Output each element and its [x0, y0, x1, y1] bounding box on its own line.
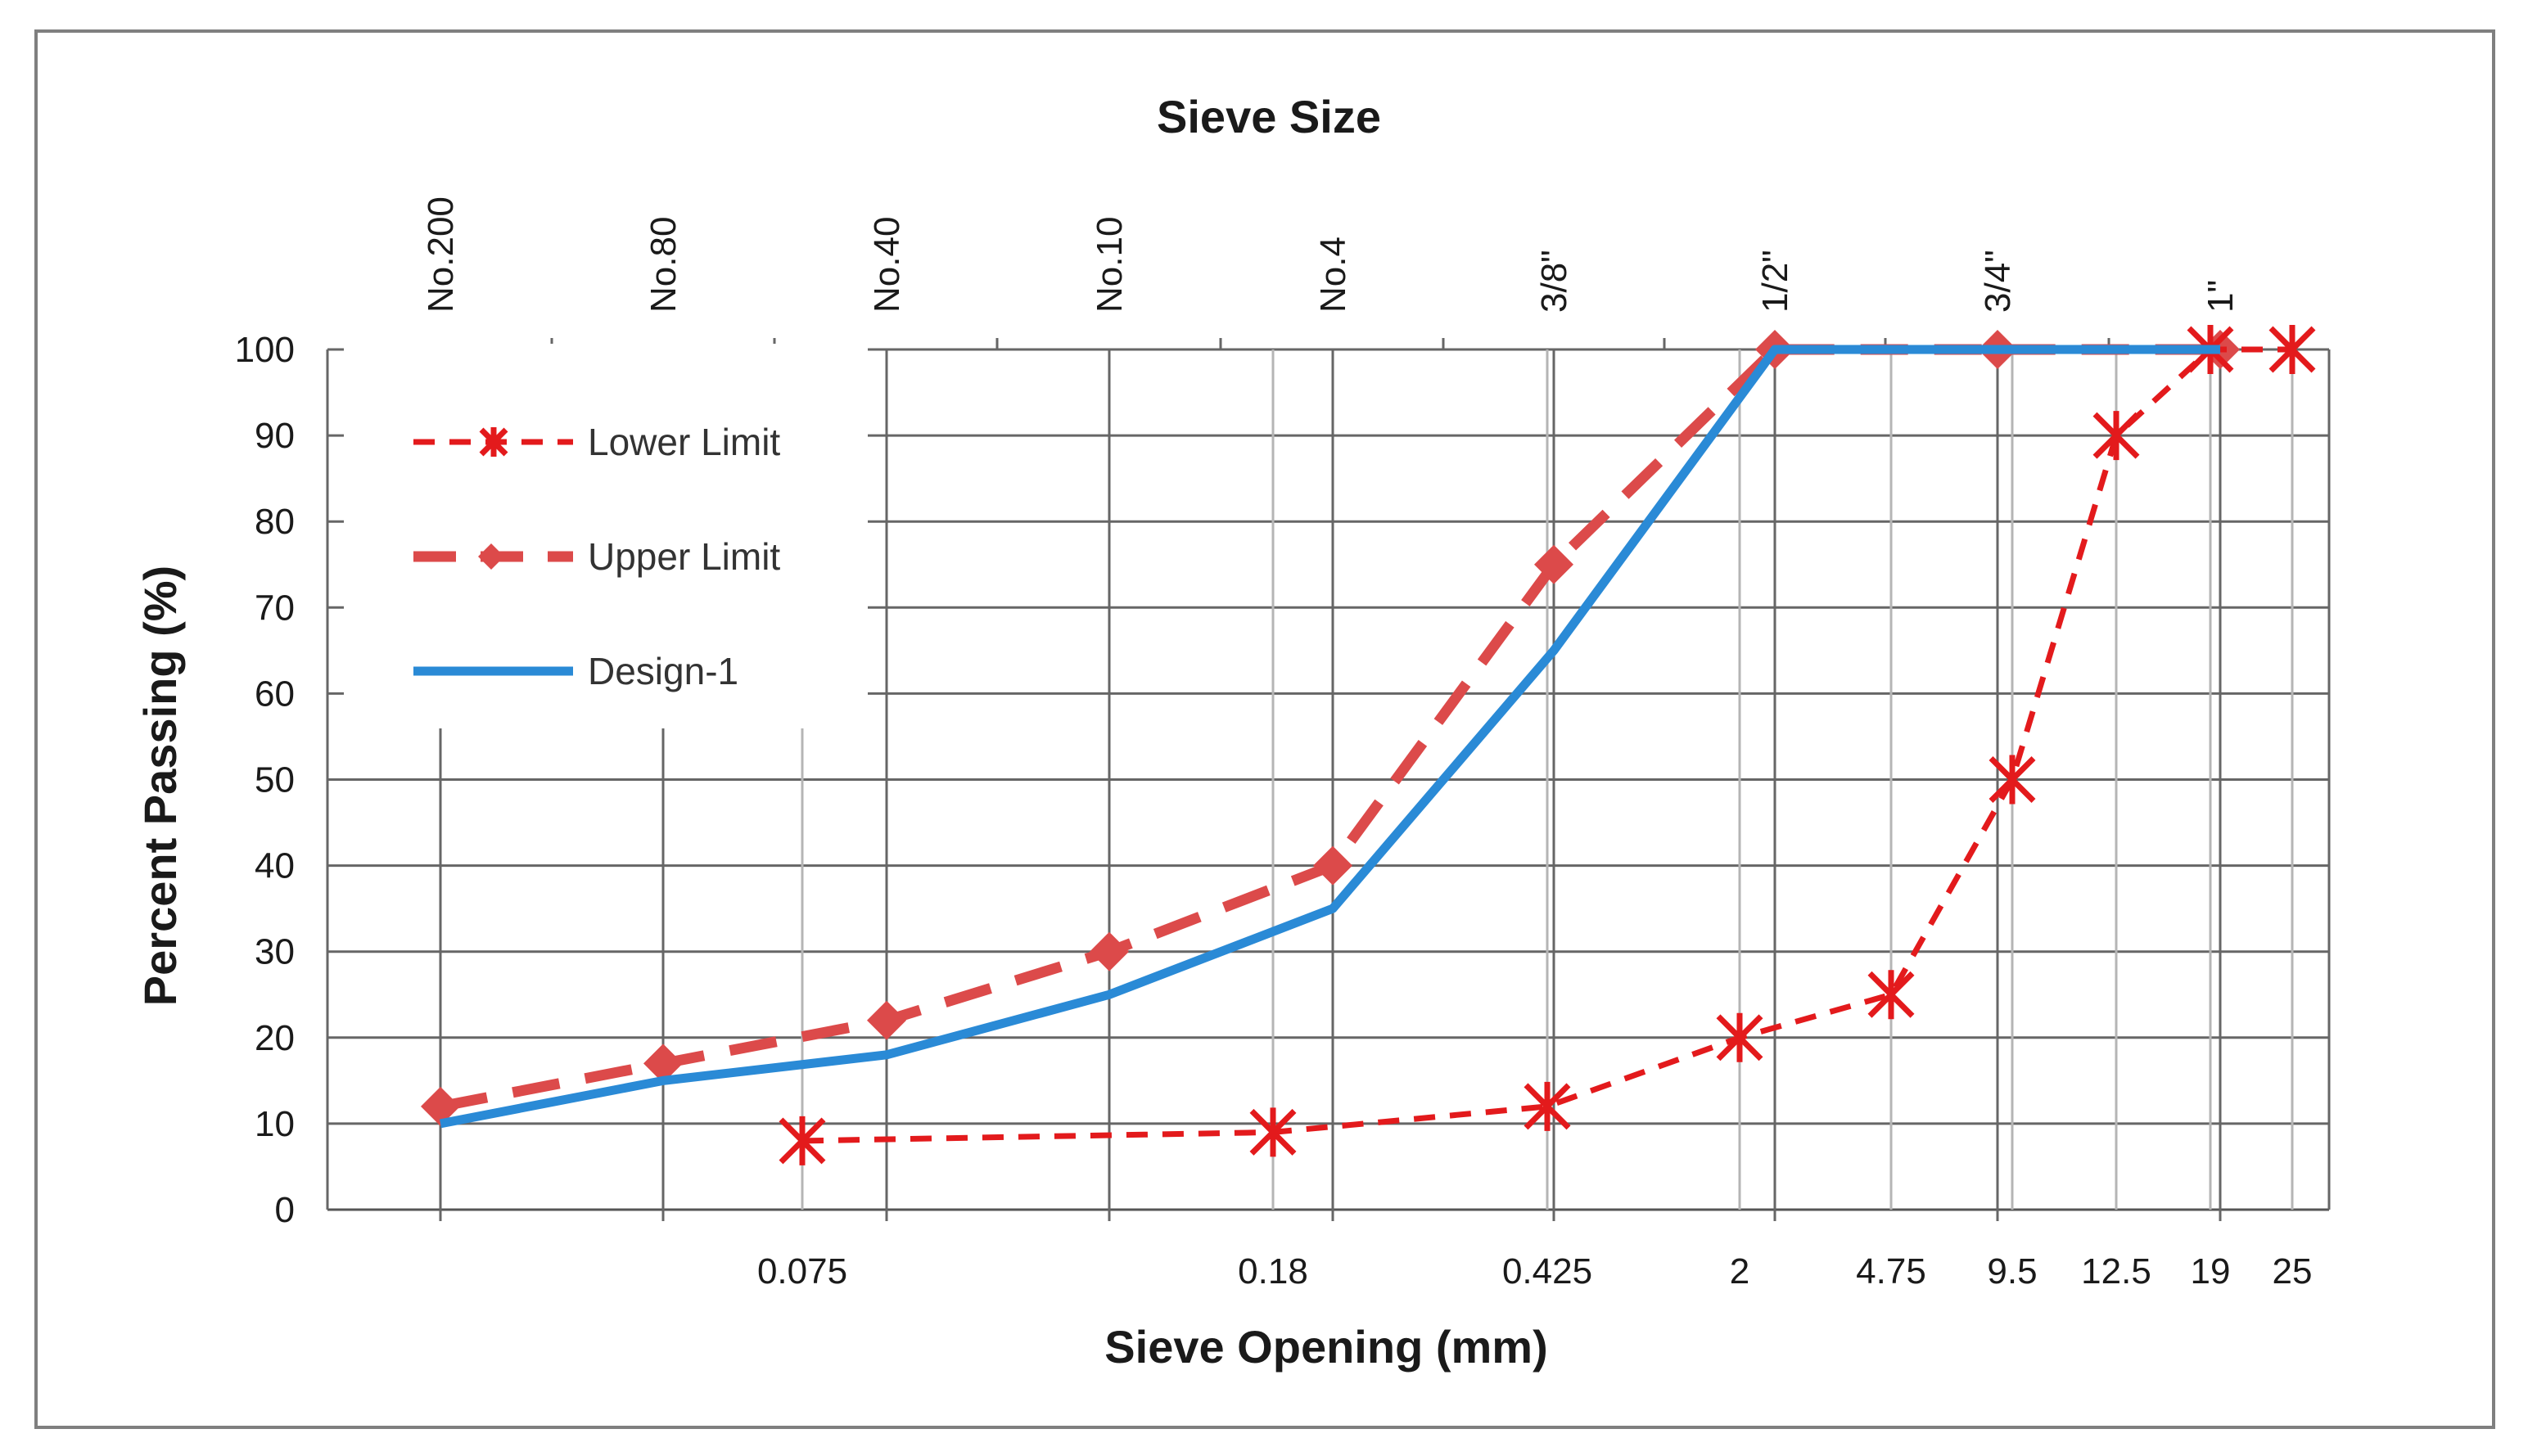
data-point: [779, 1116, 826, 1165]
top-tick-label: 1": [2201, 280, 2241, 313]
axes: 0 10 20 30 40 50 60 70 80 90 100 No.200 No.80 No.40 No…: [235, 196, 2313, 1291]
y-axis-title: Percent Passing (%): [134, 566, 186, 1006]
series-layer: [421, 325, 2316, 1165]
legend-label: Lower Limit: [588, 421, 780, 463]
data-point: [1090, 931, 1129, 971]
x-tick-label: 25: [2273, 1251, 2313, 1291]
x-tick-label: 0.075: [757, 1251, 847, 1291]
marker-shape: [1090, 931, 1129, 971]
marker-shape: [1313, 845, 1352, 886]
x-tick-label: 4.75: [1856, 1251, 1926, 1291]
legend-box: [344, 344, 868, 728]
data-point: [1534, 544, 1573, 584]
top-tick-label: No.40: [867, 217, 907, 313]
legend-item: Design-1: [413, 650, 738, 692]
data-point: [1867, 970, 1915, 1020]
legend-label: Design-1: [588, 650, 738, 692]
y-tick-label: 90: [255, 416, 295, 456]
top-tick-label: No.10: [1090, 217, 1130, 313]
y-tick-label: 10: [255, 1104, 295, 1144]
data-point: [1313, 845, 1352, 886]
y-tick-label: 100: [235, 330, 295, 370]
data-point: [2092, 411, 2140, 461]
x-axis-title: Sieve Opening (mm): [1104, 1321, 1547, 1373]
data-point: [1524, 1081, 1571, 1131]
data-point: [643, 1044, 683, 1084]
top-tick-label: No.4: [1313, 237, 1353, 313]
x-tick-label: 0.425: [1502, 1251, 1592, 1291]
marker-shape: [1534, 544, 1573, 584]
top-tick-label: 1/2": [1755, 250, 1795, 313]
data-point: [1716, 1012, 1763, 1062]
legend: Lower Limit Upper Limit Design-1: [413, 421, 780, 692]
data-point: [421, 1086, 460, 1126]
top-tick-label: No.80: [643, 217, 684, 313]
top-axis-title: Sieve Size: [1157, 91, 1381, 142]
data-point: [1989, 755, 2036, 805]
chart-frame: [34, 29, 2495, 1429]
legend-marker: [478, 543, 504, 570]
data-point: [867, 1000, 906, 1040]
x-tick-label: 12.5: [2081, 1251, 2151, 1291]
marker-shape: [421, 1086, 460, 1126]
series-design-1: [439, 345, 2220, 1129]
series-line: [439, 345, 2220, 1129]
y-tick-label: 70: [255, 588, 295, 628]
data-point: [2268, 325, 2316, 374]
y-tick-label: 80: [255, 502, 295, 542]
series-upper-limit: [421, 330, 2240, 1126]
y-tick-label: 60: [255, 674, 295, 714]
top-tick-label: 3/4": [1978, 250, 2018, 313]
x-tick-label: 0.18: [1238, 1251, 1308, 1291]
marker-shape: [643, 1044, 683, 1084]
top-tick-label: No.200: [421, 196, 461, 313]
legend-item: Upper Limit: [413, 535, 780, 578]
y-tick-label: 40: [255, 846, 295, 886]
x-tick-label: 19: [2191, 1251, 2231, 1291]
x-tick-label: 9.5: [1987, 1251, 2037, 1291]
legend-label: Upper Limit: [588, 535, 780, 578]
top-tick-label: 3/8": [1534, 250, 1574, 313]
x-tick-label: 2: [1730, 1251, 1749, 1291]
y-tick-label: 30: [255, 932, 295, 972]
y-tick-label: 0: [275, 1190, 295, 1230]
data-point: [1249, 1107, 1297, 1157]
legend-item: Lower Limit: [413, 421, 780, 463]
y-tick-label: 20: [255, 1018, 295, 1058]
marker-shape: [478, 543, 504, 570]
y-tick-label: 50: [255, 760, 295, 800]
marker-shape: [867, 1000, 906, 1040]
legend-marker: [479, 427, 508, 457]
